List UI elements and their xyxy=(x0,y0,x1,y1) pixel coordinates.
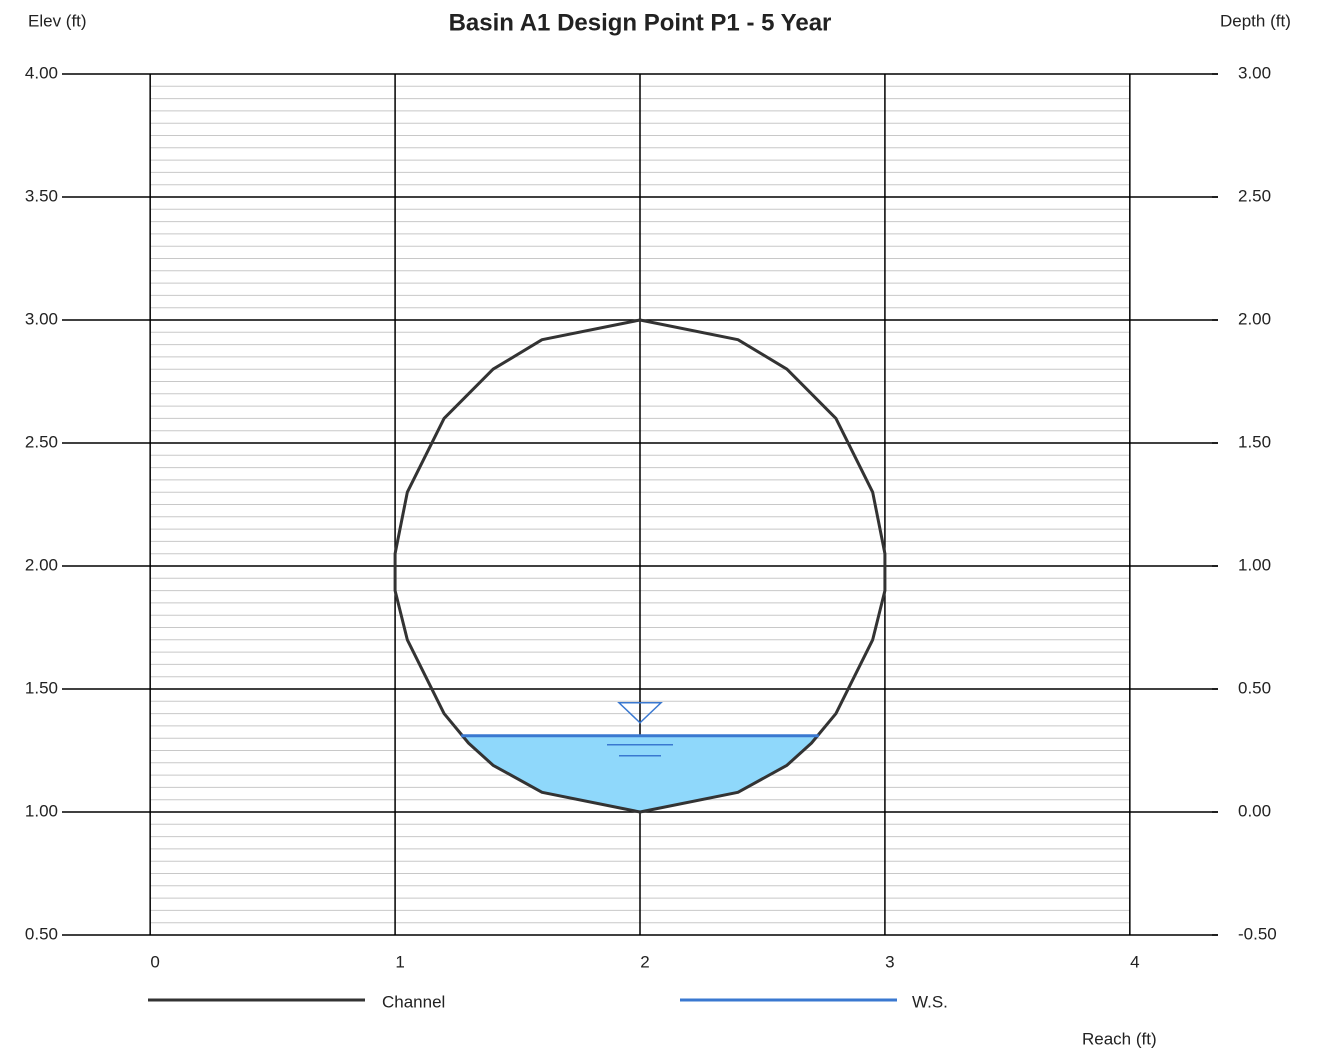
x-axis-label: Reach (ft) xyxy=(1082,1029,1157,1048)
y-tick-label: 1.00 xyxy=(25,801,58,820)
ws-symbol xyxy=(617,701,663,724)
water-fill xyxy=(461,735,819,812)
y-tick-label: 3.00 xyxy=(25,309,58,328)
legend-label: W.S. xyxy=(912,992,948,1011)
y2-tick-label: 3.00 xyxy=(1238,63,1271,82)
y-tick-label: 0.50 xyxy=(25,924,58,943)
x-tick-label: 1 xyxy=(395,952,404,971)
x-tick-label: 4 xyxy=(1130,952,1139,971)
x-tick-label: 0 xyxy=(150,952,159,971)
x-tick-label: 2 xyxy=(640,952,649,971)
y-tick-label: 4.00 xyxy=(25,63,58,82)
y2-tick-label: 1.00 xyxy=(1238,555,1271,574)
y-tick-label: 3.50 xyxy=(25,186,58,205)
y2-tick-label: 2.50 xyxy=(1238,186,1271,205)
y-tick-label: 1.50 xyxy=(25,678,58,697)
x-tick-label: 3 xyxy=(885,952,894,971)
y-tick-label: 2.50 xyxy=(25,432,58,451)
y2-tick-label: 0.50 xyxy=(1238,678,1271,697)
y2-tick-label: 0.00 xyxy=(1238,801,1271,820)
chart-title: Basin A1 Design Point P1 - 5 Year xyxy=(449,9,832,36)
y2-tick-label: -0.50 xyxy=(1238,924,1277,943)
legend-label: Channel xyxy=(382,992,445,1011)
y-axis-label: Elev (ft) xyxy=(28,11,87,30)
series-line xyxy=(393,318,887,814)
y2-tick-label: 2.00 xyxy=(1238,309,1271,328)
y2-axis-label: Depth (ft) xyxy=(1220,11,1291,30)
y2-tick-label: 1.50 xyxy=(1238,432,1271,451)
y-tick-label: 2.00 xyxy=(25,555,58,574)
